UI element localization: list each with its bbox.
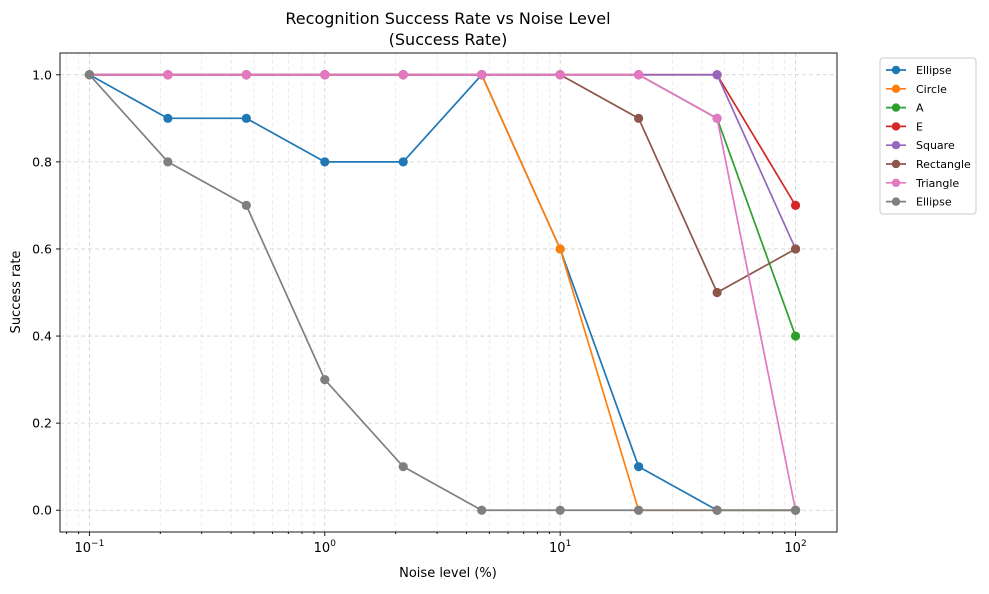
legend-marker bbox=[891, 84, 901, 94]
series-3 bbox=[84, 70, 801, 211]
data-point bbox=[163, 157, 173, 167]
data-point bbox=[477, 70, 487, 80]
y-tick-label: 0.2 bbox=[32, 416, 52, 431]
plot-area bbox=[59, 52, 838, 533]
data-point bbox=[790, 331, 801, 341]
legend-label: Square bbox=[916, 139, 955, 152]
legend-label: E bbox=[916, 120, 923, 133]
series-0 bbox=[84, 70, 801, 515]
legend-label: Triangle bbox=[915, 177, 959, 190]
grid bbox=[60, 53, 837, 532]
data-point bbox=[712, 113, 722, 123]
data-point bbox=[634, 505, 644, 515]
legend-frame bbox=[879, 57, 977, 215]
series-line bbox=[89, 73, 797, 337]
data-point bbox=[163, 113, 173, 123]
series-line bbox=[89, 73, 796, 512]
y-axis-label: Success rate bbox=[9, 251, 24, 334]
series-line bbox=[89, 73, 797, 206]
series-line bbox=[88, 74, 796, 512]
data-point bbox=[712, 287, 722, 298]
series-line bbox=[88, 73, 796, 512]
data-point bbox=[555, 244, 565, 254]
data-point bbox=[241, 70, 251, 80]
legend: Ellipse Circle AE Square Rectangle Triangle El… bbox=[879, 57, 977, 215]
data-point bbox=[790, 505, 801, 515]
legend-marker bbox=[891, 197, 901, 206]
legend-marker bbox=[891, 122, 901, 131]
legend-marker bbox=[891, 103, 901, 112]
x-tick-label: 101 bbox=[549, 539, 571, 556]
axis-ticks: 10−1 100 101 102 0.0 0.2 0.4 0.6 0.8 1.0 bbox=[32, 67, 807, 556]
data-point bbox=[398, 157, 408, 167]
data-point bbox=[555, 505, 565, 515]
legend-marker bbox=[891, 159, 901, 169]
data-point bbox=[320, 374, 330, 385]
data-point bbox=[712, 505, 722, 515]
y-tick-label: 0.0 bbox=[32, 503, 52, 518]
legend-label: Ellipse bbox=[916, 64, 952, 77]
x-axis-label: Noise level (%) bbox=[399, 566, 497, 581]
data-point bbox=[320, 70, 330, 80]
data-point bbox=[634, 70, 644, 80]
series-line bbox=[89, 73, 797, 511]
data-point bbox=[241, 113, 251, 123]
data-point bbox=[477, 505, 487, 515]
series-2 bbox=[84, 70, 801, 341]
series-line bbox=[89, 73, 796, 294]
data-point bbox=[634, 462, 644, 472]
series-layer bbox=[84, 70, 801, 515]
legend-marker bbox=[891, 141, 901, 150]
series-6 bbox=[84, 70, 801, 515]
legend-label: A bbox=[916, 102, 924, 115]
data-point bbox=[712, 70, 722, 80]
data-point bbox=[163, 70, 173, 80]
data-point bbox=[634, 113, 644, 123]
chart-title: Recognition Success Rate vs Noise Level bbox=[285, 9, 610, 28]
chart-subtitle: (Success Rate) bbox=[389, 30, 508, 49]
data-point bbox=[398, 70, 408, 80]
x-tick-label: 100 bbox=[314, 539, 337, 556]
data-point bbox=[555, 70, 565, 80]
data-point bbox=[320, 157, 330, 167]
data-point bbox=[398, 462, 408, 472]
x-tick-label: 102 bbox=[784, 539, 806, 556]
y-tick-label: 0.4 bbox=[32, 329, 52, 344]
legend-label: Ellipse bbox=[916, 196, 952, 209]
series-1 bbox=[84, 70, 801, 515]
legend-marker bbox=[891, 65, 901, 75]
y-tick-label: 0.6 bbox=[32, 241, 52, 256]
data-point bbox=[790, 244, 801, 254]
series-7 bbox=[84, 70, 801, 515]
data-point bbox=[84, 70, 95, 80]
data-point bbox=[790, 200, 801, 211]
data-point bbox=[241, 200, 251, 211]
legend-label: Rectangle bbox=[916, 158, 971, 171]
legend-label: Circle bbox=[916, 83, 947, 96]
legend-marker bbox=[891, 178, 901, 187]
y-tick-label: 1.0 bbox=[32, 67, 52, 82]
x-tick-label: 10−1 bbox=[74, 539, 104, 556]
y-tick-label: 0.8 bbox=[32, 154, 52, 169]
